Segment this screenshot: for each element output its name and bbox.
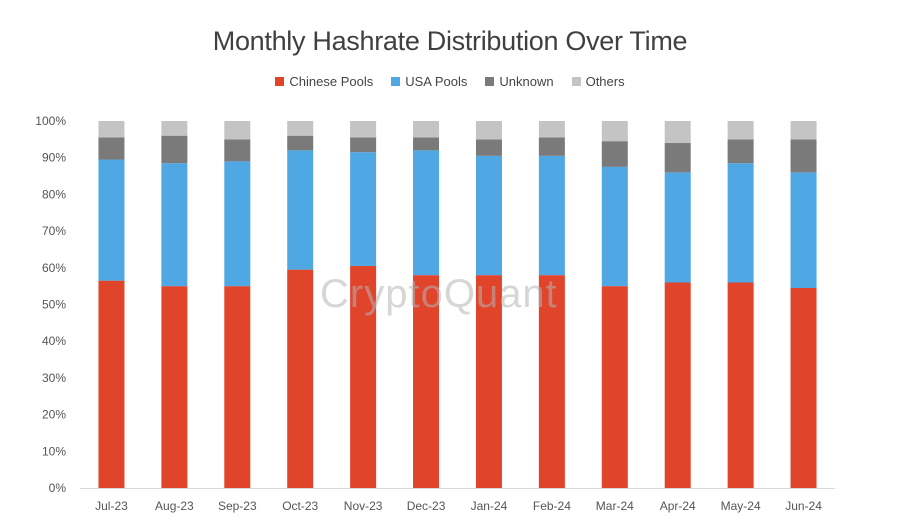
bar-segment-others bbox=[538, 121, 565, 138]
bar-segment-unknown bbox=[538, 137, 565, 156]
bar-segment-others bbox=[287, 121, 314, 136]
bar-segment-chinese-pools bbox=[790, 287, 817, 488]
bar-segment-others bbox=[601, 121, 628, 142]
bar-segment-usa-pools bbox=[224, 161, 251, 287]
bar-segment-others bbox=[161, 121, 188, 136]
bar-segment-others bbox=[664, 121, 691, 144]
y-tick-label: 20% bbox=[42, 408, 66, 422]
bar-segment-unknown bbox=[664, 143, 691, 173]
bar-segment-usa-pools bbox=[350, 152, 377, 266]
bar-segment-chinese-pools bbox=[601, 286, 628, 488]
bar-segment-others bbox=[790, 121, 817, 140]
y-tick-label: 70% bbox=[42, 224, 66, 238]
bar-segment-chinese-pools bbox=[664, 282, 691, 488]
y-tick-label: 60% bbox=[42, 261, 66, 275]
bar-segment-usa-pools bbox=[601, 166, 628, 287]
bar-segment-unknown bbox=[98, 137, 125, 160]
bar-segment-usa-pools bbox=[161, 163, 188, 287]
bar-segment-usa-pools bbox=[664, 172, 691, 283]
y-tick-label: 30% bbox=[42, 371, 66, 385]
legend-swatch-others bbox=[571, 77, 581, 86]
bar-segment-chinese-pools bbox=[287, 269, 314, 488]
bar-segment-unknown bbox=[287, 135, 314, 151]
bar-segment-chinese-pools bbox=[727, 282, 754, 488]
bar-segment-unknown bbox=[224, 139, 251, 162]
legend-item-chinese-pools: Chinese Pools bbox=[275, 74, 373, 89]
bar-segment-chinese-pools bbox=[224, 286, 251, 488]
x-tick-label: Mar-24 bbox=[596, 499, 634, 513]
legend-swatch-usa-pools bbox=[391, 77, 401, 86]
bar-segment-usa-pools bbox=[413, 150, 440, 276]
legend-label-unknown: Unknown bbox=[499, 74, 554, 89]
x-tick-label: Apr-24 bbox=[660, 499, 696, 513]
chart-title: Monthly Hashrate Distribution Over Time bbox=[212, 26, 688, 56]
x-tick-label: Aug-23 bbox=[155, 499, 194, 513]
bar-segment-unknown bbox=[161, 135, 188, 164]
bar-segment-chinese-pools bbox=[475, 275, 502, 488]
bar-segment-chinese-pools bbox=[161, 286, 188, 488]
y-tick-label: 100% bbox=[35, 114, 66, 128]
legend-item-others: Others bbox=[571, 74, 625, 89]
bar-segment-unknown bbox=[790, 139, 817, 173]
chart-legend: Chinese Pools USA Pools Unknown Others bbox=[0, 74, 900, 89]
x-tick-label: Dec-23 bbox=[407, 499, 446, 513]
bar-segment-others bbox=[413, 121, 440, 138]
bar-segment-usa-pools bbox=[287, 150, 314, 270]
bar-segment-usa-pools bbox=[727, 163, 754, 283]
bar-segment-usa-pools bbox=[790, 172, 817, 288]
y-tick-label: 0% bbox=[49, 481, 67, 495]
bar-segment-usa-pools bbox=[475, 155, 502, 276]
x-tick-label: Feb-24 bbox=[533, 499, 571, 513]
legend-swatch-unknown bbox=[485, 77, 495, 86]
bar-segment-unknown bbox=[350, 137, 377, 153]
bar-segment-others bbox=[98, 121, 125, 138]
bar-segment-chinese-pools bbox=[98, 280, 125, 488]
x-tick-label: Jun-24 bbox=[785, 499, 822, 513]
y-tick-label: 80% bbox=[42, 187, 66, 201]
legend-swatch-chinese-pools bbox=[275, 77, 285, 86]
bar-segment-chinese-pools bbox=[350, 265, 377, 488]
bar-segment-unknown bbox=[727, 139, 754, 164]
bar-segment-others bbox=[727, 121, 754, 140]
bar-segment-chinese-pools bbox=[413, 275, 440, 488]
x-tick-label: May-24 bbox=[721, 499, 761, 513]
legend-item-usa-pools: USA Pools bbox=[391, 74, 467, 89]
x-tick-label: Nov-23 bbox=[344, 499, 383, 513]
x-tick-label: Jan-24 bbox=[471, 499, 508, 513]
x-tick-label: Sep-23 bbox=[218, 499, 257, 513]
legend-label-others: Others bbox=[585, 74, 625, 89]
bar-segment-others bbox=[224, 121, 251, 140]
bar-segment-usa-pools bbox=[538, 155, 565, 276]
x-tick-label: Oct-23 bbox=[282, 499, 318, 513]
bar-segment-unknown bbox=[601, 141, 628, 167]
bar-segment-unknown bbox=[475, 139, 502, 156]
bar-segment-others bbox=[350, 121, 377, 138]
y-tick-label: 50% bbox=[42, 298, 66, 312]
bar-segment-others bbox=[475, 121, 502, 140]
legend-item-unknown: Unknown bbox=[485, 74, 554, 89]
legend-label-chinese-pools: Chinese Pools bbox=[289, 74, 374, 89]
bar-segment-chinese-pools bbox=[538, 275, 565, 488]
y-tick-label: 40% bbox=[42, 334, 66, 348]
legend-label-usa-pools: USA Pools bbox=[405, 74, 468, 89]
bar-segment-unknown bbox=[413, 137, 440, 151]
y-tick-label: 90% bbox=[42, 151, 66, 165]
x-tick-label: Jul-23 bbox=[95, 499, 128, 513]
y-tick-label: 10% bbox=[42, 444, 66, 458]
bar-segment-usa-pools bbox=[98, 159, 125, 281]
